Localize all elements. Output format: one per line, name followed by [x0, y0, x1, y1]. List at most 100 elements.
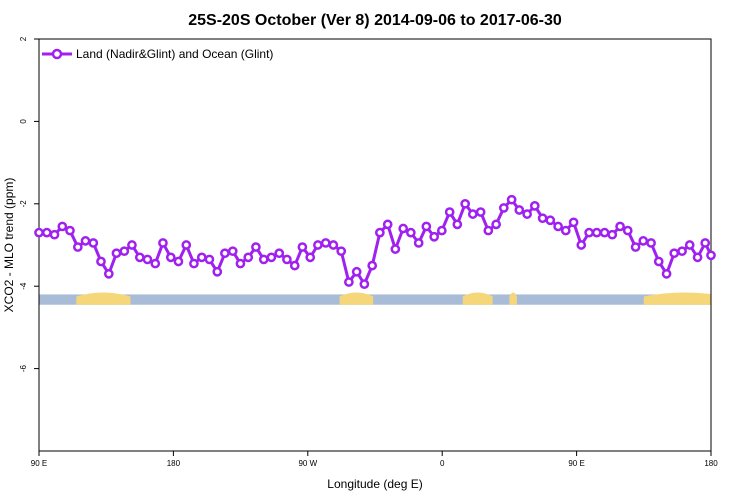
data-point	[638, 236, 649, 246]
data-point	[212, 266, 223, 277]
data-point	[359, 279, 370, 289]
data-point	[677, 246, 687, 257]
data-point	[460, 198, 471, 209]
data-point	[692, 252, 703, 263]
data-point	[274, 248, 285, 259]
x-tick-label: 0	[440, 459, 445, 468]
data-point	[444, 207, 455, 217]
data-point	[243, 252, 254, 263]
data-point	[49, 229, 60, 240]
data-point	[506, 194, 517, 205]
data-point	[576, 240, 587, 250]
data-point	[661, 268, 672, 279]
land-patch	[76, 292, 131, 305]
x-tick-label: 90 E	[568, 459, 584, 468]
data-point	[405, 227, 416, 238]
data-point	[390, 244, 401, 254]
data-point	[553, 221, 563, 232]
data-point	[375, 227, 385, 238]
data-point	[599, 227, 610, 238]
data-point	[72, 242, 83, 252]
land-patch	[339, 292, 374, 305]
ocean-band	[39, 294, 711, 305]
x-tick-label: 180	[167, 459, 181, 468]
data-point	[351, 266, 362, 277]
y-tick-label: 2	[19, 36, 28, 41]
plot-frame	[38, 38, 712, 452]
data-point	[165, 252, 176, 263]
data-point	[258, 254, 269, 265]
data-point	[706, 250, 716, 261]
data-point	[622, 225, 633, 236]
x-tick-label: 90 E	[31, 459, 47, 468]
data-point	[522, 209, 532, 219]
data-point	[367, 260, 378, 271]
data-point	[320, 238, 331, 248]
x-tick-label: 90 W	[298, 459, 317, 468]
data-point	[653, 256, 664, 267]
data-point	[103, 268, 114, 279]
data-point	[150, 258, 161, 269]
data-point	[537, 213, 548, 224]
data-point	[80, 236, 91, 246]
y-tick-label: 0	[19, 119, 28, 124]
data-point	[127, 240, 137, 250]
land-patch	[643, 292, 711, 305]
data-point	[560, 225, 571, 236]
data-point	[514, 205, 525, 215]
y-tick-label: -6	[19, 364, 28, 372]
data-point	[158, 238, 168, 248]
data-point	[498, 203, 509, 213]
legend: Land (Nadir&Glint) and Ocean (Glint)	[42, 47, 273, 61]
data-point	[235, 258, 246, 269]
data-point	[382, 219, 393, 230]
data-point	[467, 209, 478, 219]
legend-entry-label: Land (Nadir&Glint) and Ocean (Glint)	[76, 47, 273, 61]
x-axis-label: Longitude (deg E)	[327, 477, 422, 491]
data-point	[475, 207, 486, 217]
data-point	[119, 246, 130, 257]
data-point	[41, 227, 52, 238]
data-point	[181, 240, 192, 250]
data-point	[196, 252, 207, 263]
data-point	[34, 227, 44, 238]
data-point	[436, 225, 447, 236]
data-point	[289, 260, 300, 271]
data-point	[173, 256, 184, 267]
data-point	[646, 238, 656, 248]
data-point	[630, 242, 641, 252]
data-point	[413, 238, 424, 248]
series-line	[39, 198, 713, 286]
y-axis-label: XCO2 - MLO trend (ppm)	[2, 178, 16, 313]
data-point	[615, 221, 625, 232]
data-point	[344, 277, 354, 287]
chart-title: 25S-20S October (Ver 8) 2014-09-06 to 20…	[188, 12, 562, 29]
data-point	[313, 240, 323, 250]
data-point	[220, 248, 230, 259]
data-point	[227, 246, 238, 257]
data-point	[452, 219, 463, 230]
legend-point-marker	[51, 48, 63, 60]
data-point	[57, 221, 68, 232]
data-point	[700, 238, 711, 248]
data-point	[545, 215, 556, 226]
data-point	[584, 227, 594, 238]
data-point	[669, 248, 680, 259]
data-point	[491, 219, 501, 230]
data-point	[568, 217, 579, 228]
data-point	[398, 223, 409, 234]
y-tick-label: -4	[19, 282, 28, 290]
data-point	[529, 201, 540, 211]
land-patch	[462, 292, 493, 305]
data-point	[305, 252, 316, 263]
data-point	[336, 246, 347, 257]
data-point	[684, 240, 695, 250]
data-point	[65, 225, 75, 236]
data-point	[421, 221, 432, 232]
plot-area: -6 -4 -2 0 2 90 E 180 90 W 0 90 E 180	[19, 36, 718, 468]
y-tick-label: -2	[19, 200, 28, 208]
data-point	[251, 242, 261, 252]
data-point	[88, 238, 99, 248]
data-point	[111, 248, 122, 259]
data-point	[297, 242, 308, 252]
